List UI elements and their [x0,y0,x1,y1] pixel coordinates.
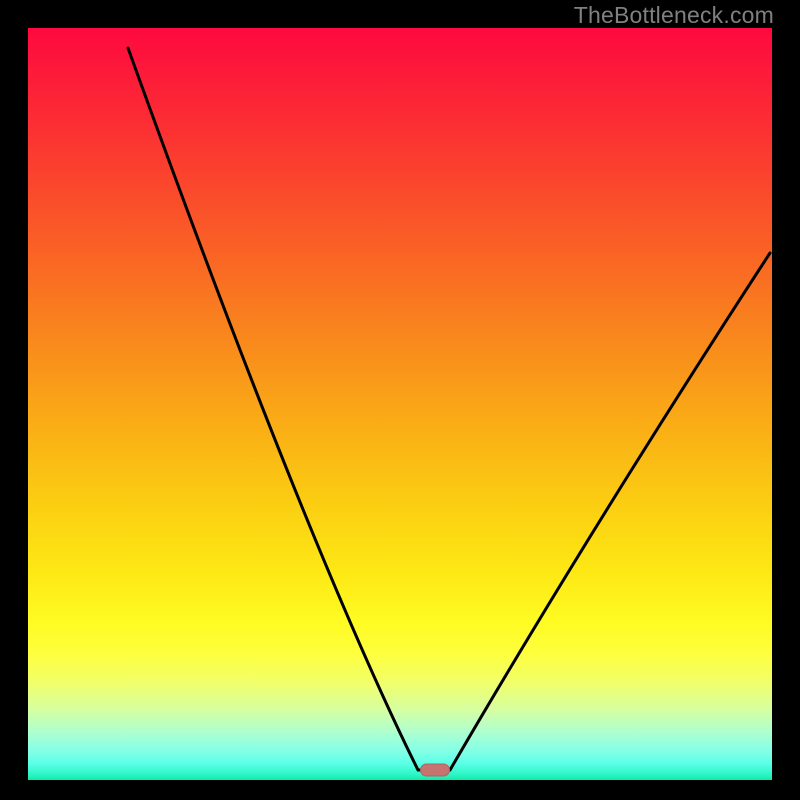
optimum-marker [420,764,450,777]
chart-canvas: TheBottleneck.com [0,0,800,800]
plot-area [28,28,772,780]
watermark-text: TheBottleneck.com [574,2,774,29]
bottleneck-curve [28,28,772,780]
